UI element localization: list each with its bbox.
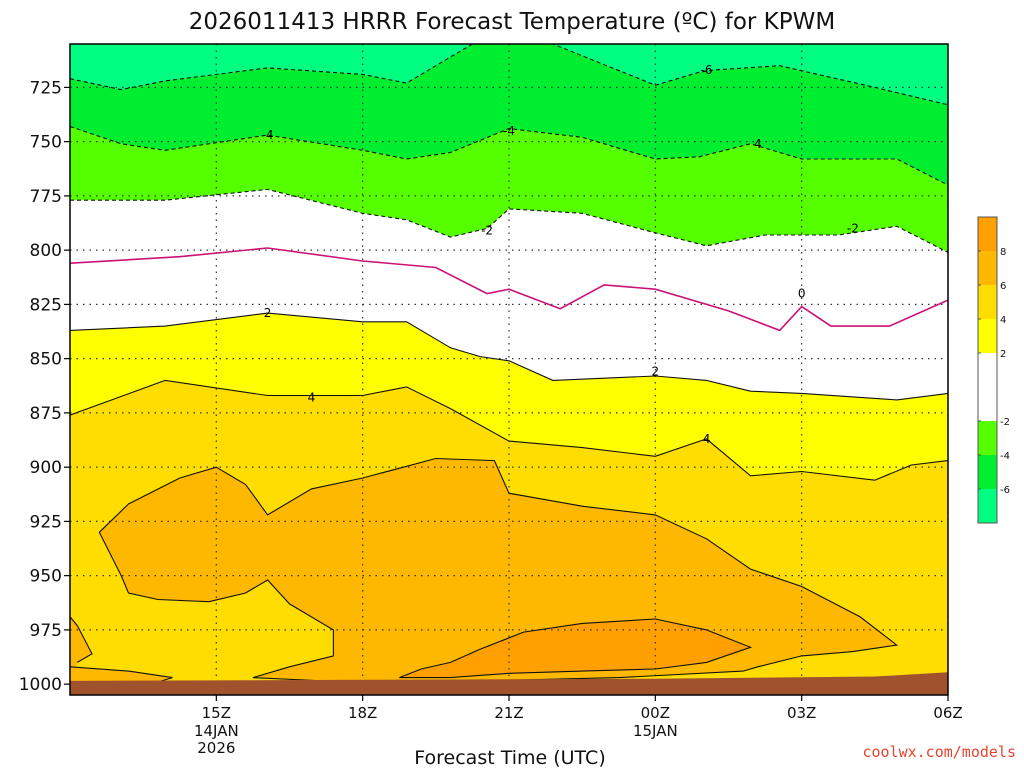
colorbar-band [978, 319, 997, 354]
contour-labels: -6 -4 -4 4 -2 -2 0 2 2 4 4 [262, 63, 859, 446]
colorbar-tick-label: 2 [1000, 349, 1006, 360]
ground-terrain [70, 672, 948, 695]
contour-line-0 [70, 247, 948, 332]
colorbar-tick-label: 8 [1000, 247, 1006, 258]
contour-line-4 [98, 457, 899, 683]
contour-label: -2 [481, 224, 493, 238]
fill-region-warm-6 [70, 616, 92, 695]
y-tick-label: 875 [30, 404, 62, 424]
contour-label: 4 [703, 432, 711, 446]
x-tick-label: 21Z [494, 704, 523, 722]
contour-line--2 [70, 188, 948, 253]
colorbar-frame [977, 216, 998, 524]
contour-label: 4 [308, 391, 316, 405]
contour-line--6 [70, 44, 948, 106]
colorbar-band [978, 421, 997, 456]
colorbar-tick-label: 6 [1000, 281, 1006, 292]
colorbar-band [978, 217, 997, 252]
x-tick-label: 18Z [348, 704, 377, 722]
colorbar-legend: 8 6 4 2 -2 -4 -6 [977, 216, 1010, 524]
contour-label: 4 [754, 137, 762, 151]
x-tick-label: 00Z [641, 704, 670, 722]
contour-line-6 [70, 666, 173, 683]
contour-line-8 [399, 618, 753, 679]
contour-label: 2 [264, 306, 272, 320]
y-tick-label: 900 [30, 458, 62, 478]
contour-label: 2 [652, 365, 660, 379]
contour-label: -4 [503, 124, 515, 138]
fill-region-warm-8 [399, 619, 751, 678]
x-axis-label: Forecast Time (UTC) [414, 747, 605, 768]
contour-label: -4 [262, 128, 274, 142]
colorbar-tick-label: -6 [1000, 485, 1010, 496]
x-tick-label: 03Z [787, 704, 816, 722]
contour-line--4 [70, 125, 948, 186]
contour-line-6 [70, 616, 93, 663]
colorbar-band [978, 455, 997, 490]
contour-line-2 [70, 312, 948, 401]
y-tick-label: 850 [30, 350, 62, 370]
colorbar-band [978, 387, 997, 422]
contour-label: -2 [847, 221, 859, 235]
colorbar-band [978, 285, 997, 320]
contour-line-4 [70, 379, 948, 481]
y-tick-label: 1000 [19, 675, 62, 695]
colorbar-tick-label: -4 [1000, 451, 1010, 462]
plot-area: -6 -4 -4 4 -2 -2 0 2 2 4 4 [69, 43, 949, 696]
contour-label: 0 [798, 287, 806, 301]
chart-title: 2026011413 HRRR Forecast Temperature (ºC… [189, 9, 835, 35]
y-tick-label: 925 [30, 512, 62, 532]
colorbar-tick-label: -2 [1000, 417, 1010, 428]
colorbar-band [978, 353, 997, 388]
x-tick-label: 15Z [202, 704, 231, 722]
y-tick-label: 725 [30, 78, 62, 98]
y-tick-label: 825 [30, 295, 62, 315]
x-tick-date: 15JAN [633, 722, 678, 740]
colorbar-band [978, 489, 997, 524]
y-axis: 725 750 775 800 825 850 875 900 925 950 975 1000 [19, 78, 70, 695]
contour-lines [70, 44, 948, 683]
y-tick-label: 950 [30, 567, 62, 587]
y-tick-label: 975 [30, 621, 62, 641]
y-tick-label: 775 [30, 187, 62, 207]
fill-region-warm-4 [99, 458, 897, 682]
colorbar-band [978, 251, 997, 286]
x-tick-label: 06Z [933, 704, 962, 722]
colorbar-tick-label: 4 [1000, 315, 1006, 326]
y-tick-label: 750 [30, 133, 62, 153]
credit-text[interactable]: coolwx.com/models [862, 743, 1016, 761]
contour-label: -6 [701, 63, 713, 77]
x-tick-year: 2026 [197, 739, 235, 757]
y-tick-label: 800 [30, 241, 62, 261]
x-tick-date: 14JAN [194, 722, 239, 740]
grid-lines [70, 44, 948, 695]
